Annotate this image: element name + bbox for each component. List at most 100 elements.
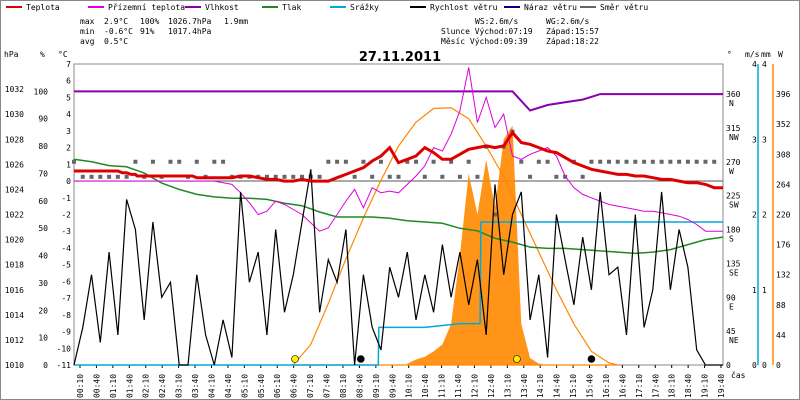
axis-temp-tick: -10 — [57, 344, 72, 353]
wind-dir-point — [221, 159, 226, 164]
wind-dir-point — [650, 159, 655, 164]
axis-wind-tick: 1 — [752, 286, 757, 295]
axis-time-tick: 18:40 — [684, 374, 693, 398]
wind-dir-point — [264, 174, 269, 179]
wind-dir-point — [642, 159, 647, 164]
axis-hpa-tick: 1022 — [5, 211, 24, 220]
axis-hum-tick: 20 — [38, 306, 48, 315]
wind-dir-point — [422, 174, 427, 179]
axis-solar-tick: 308 — [776, 150, 791, 159]
axis-temp-tick: 3 — [66, 127, 71, 136]
axis-time-tick: 13:10 — [503, 374, 512, 398]
axis-time-tick: 06:10 — [273, 374, 282, 398]
wind-dir-point — [685, 159, 690, 164]
axis-time-label: čas — [731, 370, 746, 380]
axis-time-tick: 12:40 — [487, 374, 496, 398]
axis-time-tick: 05:10 — [240, 374, 249, 398]
axis-dir-tick: 0 — [726, 361, 731, 370]
axis-time-tick: 09:40 — [388, 374, 397, 398]
axis-temp-tick: 5 — [66, 93, 71, 102]
legend-item: Srážky — [330, 3, 379, 12]
wind-dir-point — [712, 159, 717, 164]
axis-dir-tick: 270 — [726, 158, 741, 167]
wind-dir-point — [343, 159, 348, 164]
wind-dir-point — [598, 159, 603, 164]
wind-dir-point — [545, 159, 550, 164]
wind-dir-point — [457, 174, 462, 179]
axis-hum-tick: 10 — [38, 334, 48, 343]
axis-temp-tick: -3 — [61, 227, 71, 236]
axis-hum-tick: 30 — [38, 279, 48, 288]
axis-solar-tick: 264 — [776, 180, 791, 189]
axis-temp-tick: -4 — [61, 244, 71, 253]
stat-press: 1026.7hPa — [168, 17, 212, 26]
legend-label: Přízemní teplota — [108, 3, 185, 12]
axis-time-tick: 03:10 — [175, 374, 184, 398]
axis-dir-sub: SW — [729, 201, 739, 210]
wind-dir-point — [370, 174, 375, 179]
axis-rain-label: mm — [761, 50, 771, 59]
axis-rain-tick: 2 — [762, 211, 767, 220]
wind-dir-point — [615, 159, 620, 164]
axis-temp-tick: -11 — [57, 361, 72, 370]
axis-temp-tick: -7 — [61, 294, 71, 303]
axis-time-tick: 19:10 — [701, 374, 710, 398]
axis-dir-sub: E — [729, 302, 734, 311]
wind-dir-point — [519, 159, 524, 164]
axis-hpa-tick: 1018 — [5, 261, 24, 270]
stats-panel: max 2.9°C 100% 1026.7hPa 1.9mm min -0.6°C 91% 10… — [80, 17, 599, 46]
series-humidity-line — [74, 90, 723, 112]
axis-time-tick: 04:10 — [207, 374, 216, 398]
axis-time-tick: 07:40 — [323, 374, 332, 398]
wind-dir-point — [668, 159, 673, 164]
axis-rain-tick: 0 — [762, 361, 767, 370]
wind-dir-point — [624, 159, 629, 164]
wind-dir-point — [133, 159, 138, 164]
stat-rain: 1.9mm — [224, 17, 248, 26]
axis-solar-tick: 0 — [776, 361, 781, 370]
wind-dir-point — [633, 159, 638, 164]
axis-solar-tick: 88 — [776, 301, 786, 310]
axis-hpa-tick: 1014 — [5, 311, 24, 320]
stat-label: min — [80, 27, 95, 36]
axis-time-tick: 08:10 — [339, 374, 348, 398]
axis-solar-tick: 352 — [776, 120, 791, 129]
axis-temp-tick: -5 — [61, 261, 71, 270]
axis-rain-tick: 3 — [762, 135, 767, 144]
axis-hpa-tick: 1012 — [5, 336, 24, 345]
axis-time-tick: 08:40 — [355, 374, 364, 398]
wind-dir-point — [300, 174, 305, 179]
axis-hpa-tick: 1032 — [5, 85, 24, 94]
axis-time-tick: 14:40 — [553, 374, 562, 398]
axis-temp-tick: 4 — [66, 110, 71, 119]
axis-dir-tick: 90 — [726, 293, 736, 302]
wind-dir-point — [659, 159, 664, 164]
wind-dir-point — [326, 159, 331, 164]
info-sun: Slunce Východ:07:19 — [441, 27, 533, 36]
series-solar-area — [407, 125, 548, 366]
info-sun-set: Západ:15:57 — [546, 27, 599, 36]
axis-dir-tick: 45 — [726, 327, 736, 336]
wind-dir-point — [694, 159, 699, 164]
axis-dir-tick: 360 — [726, 90, 741, 99]
wind-dir-point — [606, 159, 611, 164]
wind-dir-point — [72, 159, 76, 164]
axis-hum-tick: 70 — [38, 169, 48, 178]
wind-dir-point — [589, 159, 594, 164]
axis-temp-label: °C — [58, 50, 68, 59]
axis-hpa-tick: 1024 — [5, 185, 24, 194]
axis-dir-sub: SE — [729, 268, 739, 277]
legend-item: Tlak — [262, 3, 301, 12]
axis-time-tick: 04:40 — [224, 374, 233, 398]
legend-label: Náraz větru — [524, 3, 577, 12]
wind-dir-point — [168, 159, 173, 164]
wind-dir-point — [396, 174, 401, 179]
axis-time-tick: 15:40 — [586, 374, 595, 398]
axis-time-tick: 07:10 — [306, 374, 315, 398]
stat-hum: 100% — [140, 17, 159, 26]
axis-hum-tick: 60 — [38, 197, 48, 206]
axis-temp-tick: 6 — [66, 77, 71, 86]
wind-dir-point — [580, 174, 585, 179]
wind-dir-point — [115, 174, 120, 179]
